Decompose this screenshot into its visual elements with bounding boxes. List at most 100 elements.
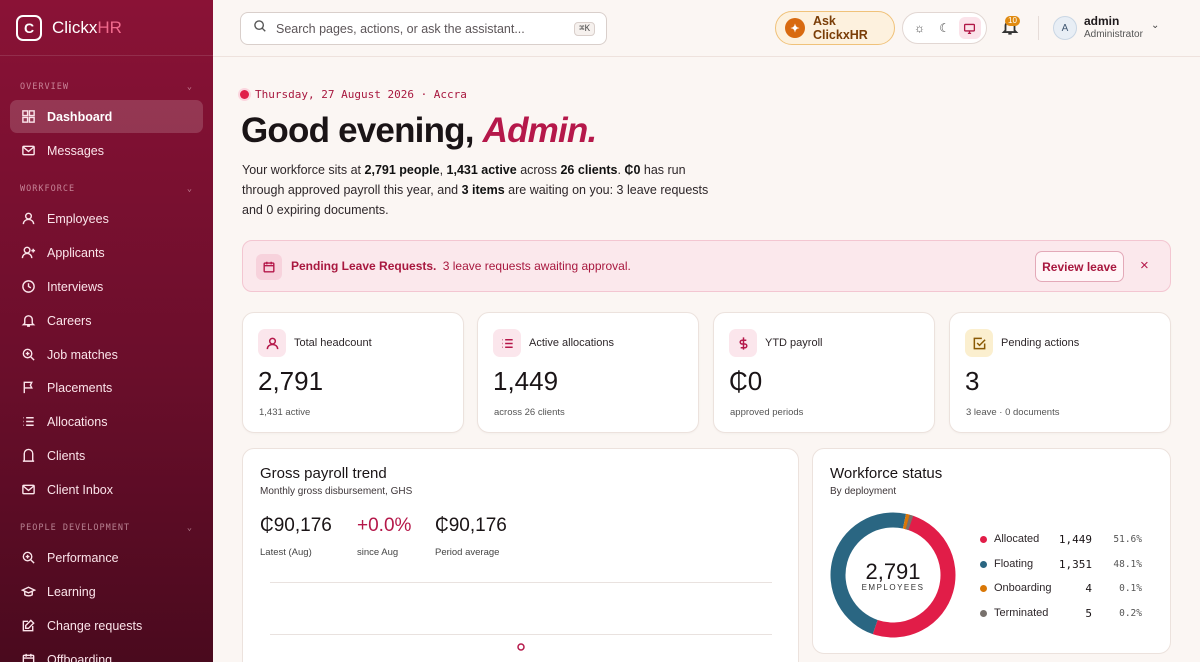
building-icon bbox=[20, 448, 36, 464]
sidebar-item-label: Client Inbox bbox=[47, 482, 114, 497]
donut-slice-onboarding[interactable] bbox=[902, 513, 910, 530]
stat-card-ytd-payroll[interactable]: YTD payroll ₵0 approved periods bbox=[713, 312, 935, 433]
page-title: Good evening, Admin. bbox=[241, 111, 597, 151]
stat-card-pending-actions[interactable]: Pending actions 3 3 leave · 0 documents bbox=[949, 312, 1171, 433]
stat-sub: across 26 clients bbox=[494, 407, 565, 418]
sidebar-item-learning[interactable]: Learning bbox=[10, 575, 203, 608]
stat-value: 3 bbox=[965, 366, 980, 396]
pending-leave-alert: Pending Leave Requests. 3 leave requests… bbox=[242, 240, 1171, 292]
monitor-icon[interactable] bbox=[958, 17, 981, 39]
brand[interactable]: C ClickxHR bbox=[0, 0, 213, 56]
sidebar-item-clients[interactable]: Clients bbox=[10, 439, 203, 472]
avatar[interactable]: A bbox=[1053, 16, 1077, 40]
flag-icon bbox=[20, 380, 36, 396]
notification-count-badge: 10 bbox=[1005, 16, 1020, 26]
grid-icon bbox=[20, 109, 36, 125]
gridline bbox=[270, 634, 772, 635]
search-bar[interactable]: ⌘K bbox=[240, 12, 607, 45]
donut-slice-allocated[interactable] bbox=[872, 514, 956, 638]
legend-dot bbox=[980, 560, 987, 568]
sparkle-icon: ✦ bbox=[785, 18, 805, 38]
sidebar-item-label: Learning bbox=[47, 584, 96, 599]
card-title: Gross payroll trend bbox=[260, 465, 387, 482]
summary-text: has run through approved payroll this ye… bbox=[242, 163, 686, 197]
donut-center-value: 2,791 bbox=[865, 559, 921, 584]
trend-point[interactable] bbox=[517, 643, 525, 651]
stat-value: 1,449 bbox=[493, 366, 559, 396]
sidebar-item-interviews[interactable]: Interviews bbox=[10, 270, 203, 303]
legend-name: Terminated bbox=[994, 607, 1049, 619]
legend-count: 1,449 bbox=[1058, 532, 1092, 546]
review-leave-button[interactable]: Review leave bbox=[1035, 251, 1124, 282]
stat-card-headcount[interactable]: Total headcount 2,791 1,431 active bbox=[242, 312, 464, 433]
stat-card-allocations[interactable]: Active allocations 1,449 across 26 clien… bbox=[477, 312, 699, 433]
nav-section-label: OVERVIEW bbox=[20, 82, 69, 92]
live-dot-icon bbox=[240, 90, 249, 99]
sidebar-item-label: Applicants bbox=[47, 245, 105, 260]
stat-sub: approved periods bbox=[730, 407, 804, 418]
search-plus-icon bbox=[20, 347, 36, 363]
metric-value: ₵90,176 bbox=[435, 515, 507, 536]
sidebar-item-label: Clients bbox=[47, 448, 86, 463]
topbar: ⌘K ✦ Ask ClickxHR ☼ ☾ 10 A admin Adminis… bbox=[213, 0, 1200, 57]
sidebar-item-label: Careers bbox=[47, 313, 92, 328]
nav-section-label: PEOPLE DEVELOPMENT bbox=[20, 523, 131, 533]
user-icon bbox=[20, 211, 36, 227]
donut-slice-terminated[interactable] bbox=[905, 514, 914, 531]
sidebar-item-job-matches[interactable]: Job matches bbox=[10, 338, 203, 371]
nav-section-overview[interactable]: OVERVIEW ⌄ bbox=[0, 80, 213, 94]
sidebar-item-employees[interactable]: Employees bbox=[10, 202, 203, 235]
stat-label: Pending actions bbox=[1001, 337, 1080, 349]
calendar-icon bbox=[20, 652, 36, 662]
legend-percent: 51.6% bbox=[1113, 533, 1142, 545]
workforce-status-card: Workforce status By deployment 2,791 EMP… bbox=[812, 448, 1171, 654]
chevron-down-icon: ⌄ bbox=[186, 523, 193, 533]
sidebar-item-placements[interactable]: Placements bbox=[10, 371, 203, 404]
workforce-summary: Your workforce sits at 2,791 people, 1,4… bbox=[242, 160, 722, 220]
sidebar-item-offboarding[interactable]: Offboarding bbox=[10, 643, 203, 662]
sidebar-item-change-requests[interactable]: Change requests bbox=[10, 609, 203, 642]
sidebar-item-messages[interactable]: Messages bbox=[10, 134, 203, 167]
sidebar-item-applicants[interactable]: Applicants bbox=[10, 236, 203, 269]
user-role: Administrator bbox=[1084, 29, 1143, 40]
sun-icon[interactable]: ☼ bbox=[914, 21, 925, 35]
metric-value: +0.0% bbox=[357, 515, 412, 536]
sidebar-item-allocations[interactable]: Allocations bbox=[10, 405, 203, 438]
check-square-icon bbox=[965, 329, 993, 357]
chevron-down-icon: ⌄ bbox=[186, 82, 193, 92]
stat-label: Total headcount bbox=[294, 337, 372, 349]
moon-icon[interactable]: ☾ bbox=[939, 21, 950, 35]
sidebar-item-dashboard[interactable]: Dashboard bbox=[10, 100, 203, 133]
sidebar-item-careers[interactable]: Careers bbox=[10, 304, 203, 337]
brand-name-main: Clickx bbox=[52, 17, 98, 37]
summary-text: across bbox=[516, 163, 561, 177]
legend-item-terminated[interactable]: Terminated 5 0.2% bbox=[980, 606, 1160, 620]
nav-section-people-development[interactable]: PEOPLE DEVELOPMENT ⌄ bbox=[0, 521, 213, 535]
nav-section-workforce[interactable]: WORKFORCE ⌄ bbox=[0, 182, 213, 196]
brand-name-accent: HR bbox=[97, 17, 122, 37]
legend-item-onboarding[interactable]: Onboarding 4 0.1% bbox=[980, 581, 1160, 595]
search-input[interactable] bbox=[276, 21, 566, 36]
summary-text: , bbox=[439, 163, 447, 177]
legend-item-allocated[interactable]: Allocated 1,449 51.6% bbox=[980, 532, 1160, 546]
sidebar-item-performance[interactable]: Performance bbox=[10, 541, 203, 574]
user-plus-icon bbox=[20, 245, 36, 261]
list-icon bbox=[20, 414, 36, 430]
legend-name: Floating bbox=[994, 558, 1034, 570]
ask-assistant-button[interactable]: ✦ Ask ClickxHR bbox=[775, 11, 895, 45]
metric-value: ₵90,176 bbox=[260, 515, 332, 536]
sidebar-item-label: Performance bbox=[47, 550, 119, 565]
legend-item-floating[interactable]: Floating 1,351 48.1% bbox=[980, 557, 1160, 571]
alert-message: 3 leave requests awaiting approval. bbox=[442, 259, 631, 273]
summary-text: . bbox=[617, 163, 625, 177]
user-name[interactable]: admin bbox=[1084, 14, 1120, 28]
stat-label: YTD payroll bbox=[765, 337, 823, 349]
brand-logo: C bbox=[16, 14, 42, 41]
donut-center-label: EMPLOYEES bbox=[861, 583, 925, 592]
chevron-down-icon[interactable]: ⌄ bbox=[1151, 20, 1160, 31]
legend-dot bbox=[980, 584, 987, 592]
sidebar-item-client-inbox[interactable]: Client Inbox bbox=[10, 473, 203, 506]
donut-slice-floating[interactable] bbox=[830, 512, 907, 635]
clock-icon bbox=[20, 279, 36, 295]
close-icon[interactable]: × bbox=[1140, 257, 1149, 274]
